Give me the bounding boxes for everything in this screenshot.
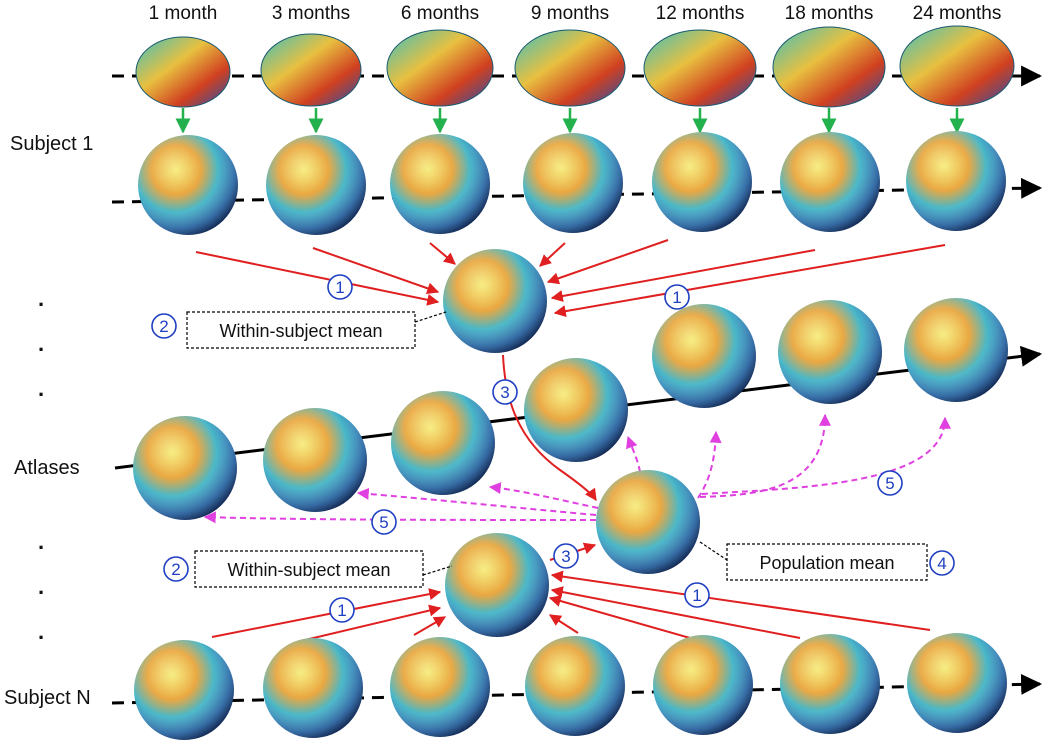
step-1-label: 1: [692, 586, 701, 605]
age-label-18m: 18 months: [785, 3, 874, 24]
age-label-9m: 9 months: [531, 3, 609, 24]
brain-surfaces: [135, 25, 1015, 108]
row-label-subject-1: Subject 1: [10, 133, 93, 155]
svg-text:.: .: [38, 286, 44, 311]
population-mean-label: Population mean: [759, 553, 894, 573]
subject-1-spheres: [138, 131, 1006, 235]
brain-surface-icon: [899, 25, 1015, 107]
row-label-atlases: Atlases: [14, 457, 80, 479]
brain-surface-icon: [386, 29, 494, 107]
row-label-subject-n: Subject N: [4, 687, 91, 709]
subject-n-spheres: [134, 633, 1007, 740]
within-subject-mean-label-bottom: Within-subject mean: [227, 560, 390, 580]
step-1-label: 1: [335, 278, 344, 297]
step-2-label: 2: [159, 317, 168, 336]
age-label-6m: 6 months: [401, 3, 479, 24]
svg-text:.: .: [38, 574, 44, 599]
step-5-label: 5: [885, 474, 894, 493]
age-label-1m: 1 month: [149, 3, 218, 24]
age-label-12m: 12 months: [656, 3, 745, 24]
age-label-24m: 24 months: [913, 3, 1002, 24]
step-2-label: 2: [171, 560, 180, 579]
step-circles: [151, 274, 955, 623]
within-subject-mean-label-top: Within-subject mean: [219, 321, 382, 341]
age-labels: 1 month 3 months 6 months 9 months 12 mo…: [149, 3, 1002, 24]
step-1-label: 1: [337, 601, 346, 620]
step-3-label: 3: [500, 383, 509, 402]
svg-text:.: .: [38, 376, 44, 401]
atlas-spheres: [133, 298, 1008, 520]
step-1-label: 1: [672, 288, 681, 307]
brain-surface-icon: [135, 36, 231, 108]
within-subject-mean-box-bottom: [194, 550, 424, 588]
projection-arrows: [175, 108, 965, 134]
population-mean-box: [726, 543, 928, 581]
red-arrows-bottom: [211, 542, 931, 641]
svg-text:.: .: [38, 529, 44, 554]
brain-surface-icon: [772, 26, 886, 108]
step-3-label: 3: [561, 547, 570, 566]
brain-surface-icon: [260, 33, 362, 107]
brain-surface-icon: [643, 29, 757, 107]
within-subject-mean-box-top: [186, 311, 416, 349]
step-4-label: 4: [937, 554, 946, 573]
ellipsis-dots: . . . . . .: [38, 286, 44, 644]
svg-text:.: .: [38, 331, 44, 356]
red-arrows-top: [195, 239, 946, 501]
step-5-label: 5: [379, 513, 388, 532]
brain-surface-icon: [514, 29, 626, 107]
svg-text:.: .: [38, 619, 44, 644]
age-label-3m: 3 months: [272, 3, 350, 24]
step-numbers: 1 1 2 3 5 5 3 2 4 1 1: [159, 278, 946, 620]
